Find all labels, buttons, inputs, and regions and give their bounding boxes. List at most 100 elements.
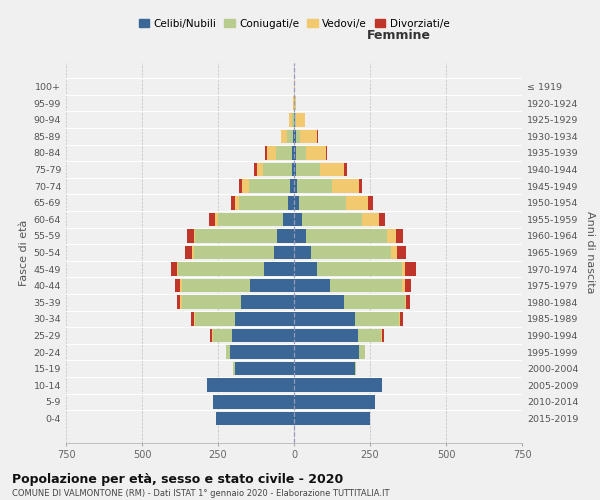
Bar bbox=[235, 362, 294, 376]
Bar bbox=[359, 346, 365, 359]
Bar bbox=[182, 296, 241, 309]
Bar bbox=[171, 262, 177, 276]
Bar bbox=[346, 196, 368, 209]
Bar bbox=[355, 312, 399, 326]
Bar bbox=[344, 296, 405, 309]
Bar bbox=[195, 229, 277, 242]
Bar bbox=[294, 279, 331, 292]
Bar bbox=[235, 196, 239, 209]
Bar bbox=[177, 296, 180, 309]
Bar bbox=[263, 162, 292, 176]
Bar bbox=[292, 146, 294, 160]
Bar bbox=[292, 113, 294, 126]
Bar bbox=[294, 395, 374, 408]
Bar bbox=[331, 279, 402, 292]
Bar bbox=[295, 96, 296, 110]
Legend: Celibi/Nubili, Coniugati/e, Vedovi/e, Divorziati/e: Celibi/Nubili, Coniugati/e, Vedovi/e, Di… bbox=[134, 14, 454, 33]
Bar bbox=[180, 296, 182, 309]
Bar bbox=[182, 279, 250, 292]
Bar bbox=[294, 328, 358, 342]
Bar bbox=[344, 162, 347, 176]
Bar bbox=[320, 162, 344, 176]
Bar bbox=[332, 180, 359, 193]
Bar bbox=[294, 180, 297, 193]
Bar bbox=[195, 312, 235, 326]
Bar bbox=[194, 246, 274, 260]
Bar bbox=[265, 146, 266, 160]
Bar bbox=[194, 312, 195, 326]
Bar bbox=[296, 130, 300, 143]
Bar bbox=[311, 246, 391, 260]
Bar bbox=[215, 212, 218, 226]
Bar bbox=[326, 146, 328, 160]
Bar bbox=[239, 180, 242, 193]
Bar bbox=[235, 312, 294, 326]
Bar bbox=[294, 246, 311, 260]
Bar bbox=[382, 328, 383, 342]
Bar bbox=[178, 262, 263, 276]
Bar bbox=[296, 146, 306, 160]
Bar bbox=[250, 180, 290, 193]
Bar bbox=[406, 296, 410, 309]
Bar bbox=[241, 296, 294, 309]
Bar bbox=[266, 146, 276, 160]
Text: COMUNE DI VALMONTONE (RM) - Dati ISTAT 1° gennaio 2020 - Elaborazione TUTTITALIA: COMUNE DI VALMONTONE (RM) - Dati ISTAT 1… bbox=[12, 489, 389, 498]
Bar bbox=[405, 296, 406, 309]
Bar bbox=[289, 113, 292, 126]
Bar bbox=[300, 130, 317, 143]
Bar bbox=[306, 146, 326, 160]
Y-axis label: Fasce di età: Fasce di età bbox=[19, 220, 29, 286]
Bar bbox=[274, 246, 294, 260]
Bar bbox=[391, 246, 397, 260]
Bar bbox=[400, 312, 403, 326]
Bar bbox=[191, 312, 194, 326]
Bar bbox=[362, 212, 379, 226]
Bar bbox=[293, 96, 294, 110]
Bar bbox=[175, 279, 180, 292]
Bar bbox=[232, 328, 294, 342]
Bar bbox=[177, 262, 178, 276]
Bar bbox=[294, 378, 382, 392]
Bar bbox=[214, 328, 232, 342]
Bar bbox=[294, 412, 370, 425]
Bar bbox=[294, 346, 359, 359]
Text: Popolazione per età, sesso e stato civile - 2020: Popolazione per età, sesso e stato civil… bbox=[12, 472, 343, 486]
Bar bbox=[294, 229, 306, 242]
Bar bbox=[396, 229, 403, 242]
Bar bbox=[276, 146, 292, 160]
Bar bbox=[180, 279, 182, 292]
Bar bbox=[257, 162, 263, 176]
Bar bbox=[296, 162, 320, 176]
Bar bbox=[287, 130, 293, 143]
Bar bbox=[402, 279, 405, 292]
Bar bbox=[233, 362, 235, 376]
Bar bbox=[192, 246, 194, 260]
Bar bbox=[209, 212, 215, 226]
Bar bbox=[283, 212, 294, 226]
Bar bbox=[399, 312, 400, 326]
Bar bbox=[250, 279, 294, 292]
Bar bbox=[405, 279, 411, 292]
Bar bbox=[306, 229, 387, 242]
Bar bbox=[387, 229, 396, 242]
Bar bbox=[281, 130, 287, 143]
Bar bbox=[242, 180, 250, 193]
Bar bbox=[185, 246, 192, 260]
Bar bbox=[187, 229, 194, 242]
Bar bbox=[379, 212, 385, 226]
Bar bbox=[277, 229, 294, 242]
Bar bbox=[299, 196, 346, 209]
Bar bbox=[230, 346, 294, 359]
Bar bbox=[358, 328, 380, 342]
Bar bbox=[294, 362, 355, 376]
Bar bbox=[294, 130, 296, 143]
Y-axis label: Anni di nascita: Anni di nascita bbox=[585, 211, 595, 294]
Bar bbox=[295, 113, 296, 126]
Bar bbox=[294, 162, 296, 176]
Bar bbox=[402, 262, 405, 276]
Bar bbox=[294, 196, 299, 209]
Bar bbox=[263, 262, 294, 276]
Bar bbox=[355, 362, 356, 376]
Bar bbox=[254, 162, 257, 176]
Bar bbox=[297, 180, 332, 193]
